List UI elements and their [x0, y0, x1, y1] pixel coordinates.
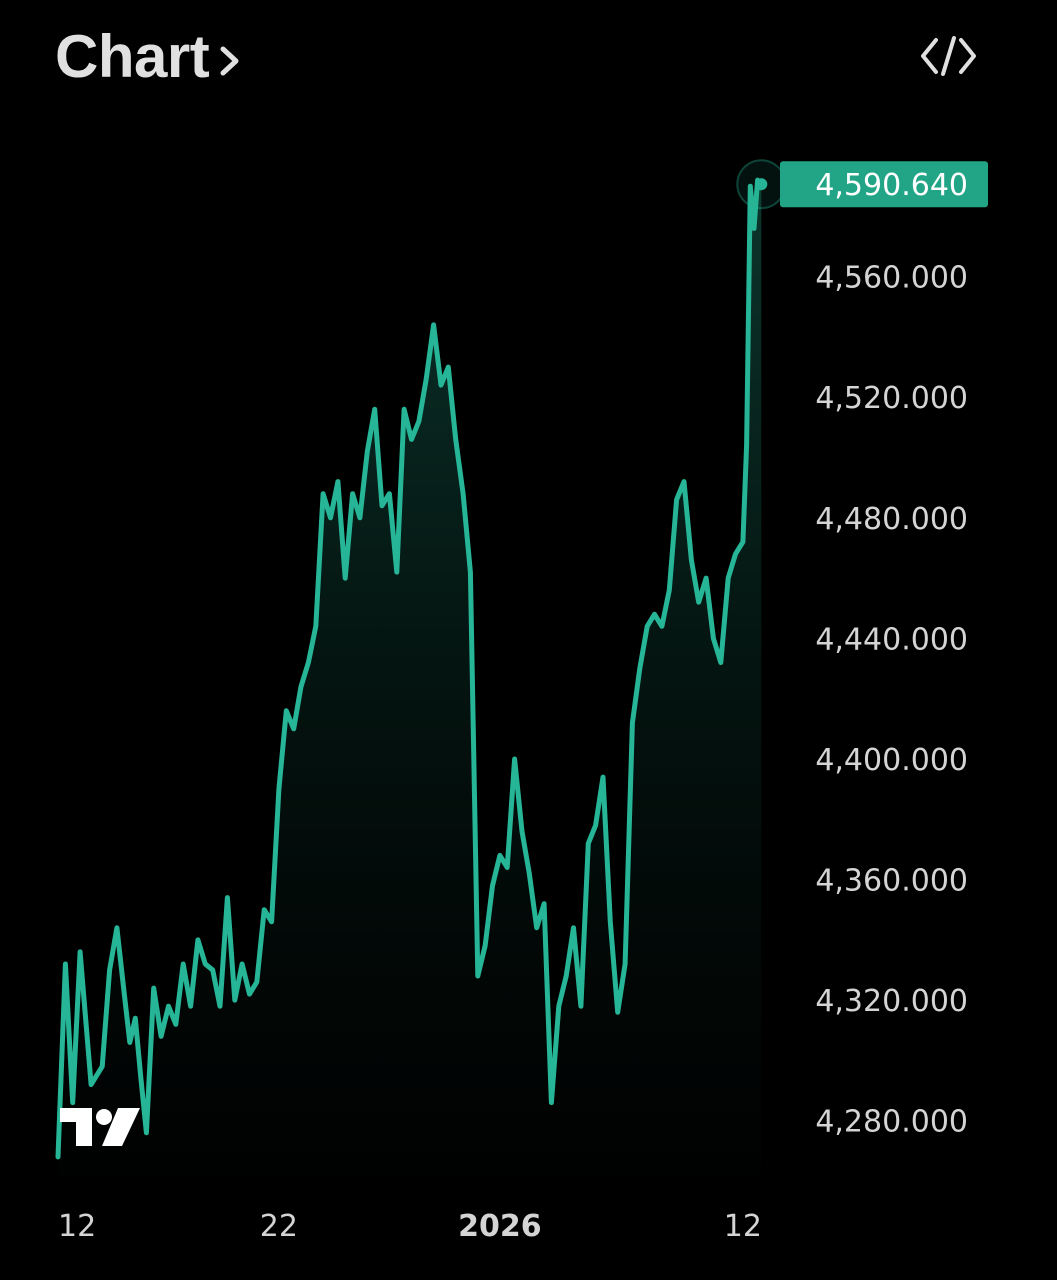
y-tick-label: 4,400.000 [815, 743, 968, 778]
last-price-marker-layer [736, 159, 787, 210]
y-tick-label: 4,440.000 [815, 622, 968, 657]
chevron-right-icon [220, 46, 239, 76]
price-line [55, 177, 764, 1160]
y-axis: 4,280.000 4,320.000 4,360.000 4,400.000 4,44… [780, 161, 988, 1140]
chart-title: Chart [55, 23, 210, 90]
tradingview-logo [60, 1108, 140, 1146]
x-tick-label: 22 [260, 1209, 298, 1244]
price-line-layer [55, 177, 764, 1160]
x-tick-label: 12 [724, 1209, 762, 1244]
last-price-tag [780, 161, 988, 208]
y-tick-label: 4,320.000 [815, 984, 968, 1019]
chart-title-link[interactable]: Chart [55, 22, 241, 92]
last-price-dot [755, 178, 768, 191]
y-tick-label: 4,560.000 [815, 261, 968, 296]
y-tick-label: 4,480.000 [815, 502, 968, 537]
x-tick-label: 2026 [458, 1209, 542, 1244]
y-tick-label: 4,280.000 [815, 1105, 968, 1140]
code-brackets-icon[interactable] [918, 32, 978, 80]
x-axis: 12 22 2026 12 [58, 1209, 762, 1244]
last-price-label: 4,590.640 [815, 168, 968, 203]
y-tick-label: 4,520.000 [815, 381, 968, 416]
x-tick-label: 12 [58, 1209, 96, 1244]
y-tick-label: 4,360.000 [815, 864, 968, 899]
